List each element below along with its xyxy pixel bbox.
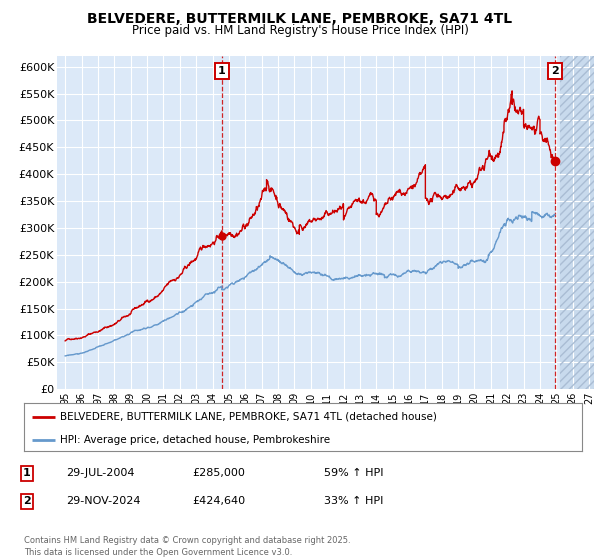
- Text: HPI: Average price, detached house, Pembrokeshire: HPI: Average price, detached house, Pemb…: [60, 435, 331, 445]
- Text: BELVEDERE, BUTTERMILK LANE, PEMBROKE, SA71 4TL: BELVEDERE, BUTTERMILK LANE, PEMBROKE, SA…: [88, 12, 512, 26]
- Text: BELVEDERE, BUTTERMILK LANE, PEMBROKE, SA71 4TL (detached house): BELVEDERE, BUTTERMILK LANE, PEMBROKE, SA…: [60, 412, 437, 422]
- Text: Contains HM Land Registry data © Crown copyright and database right 2025.
This d: Contains HM Land Registry data © Crown c…: [24, 536, 350, 557]
- Bar: [560, 56, 594, 389]
- Text: 1: 1: [218, 66, 226, 76]
- Bar: [560, 56, 594, 389]
- Text: 2: 2: [23, 496, 31, 506]
- Text: 2: 2: [551, 66, 559, 76]
- Text: 1: 1: [23, 468, 31, 478]
- Text: Price paid vs. HM Land Registry's House Price Index (HPI): Price paid vs. HM Land Registry's House …: [131, 24, 469, 37]
- Text: £285,000: £285,000: [192, 468, 245, 478]
- Text: £424,640: £424,640: [192, 496, 245, 506]
- Text: 59% ↑ HPI: 59% ↑ HPI: [324, 468, 383, 478]
- Text: 29-JUL-2004: 29-JUL-2004: [66, 468, 134, 478]
- Text: 33% ↑ HPI: 33% ↑ HPI: [324, 496, 383, 506]
- Text: 29-NOV-2024: 29-NOV-2024: [66, 496, 140, 506]
